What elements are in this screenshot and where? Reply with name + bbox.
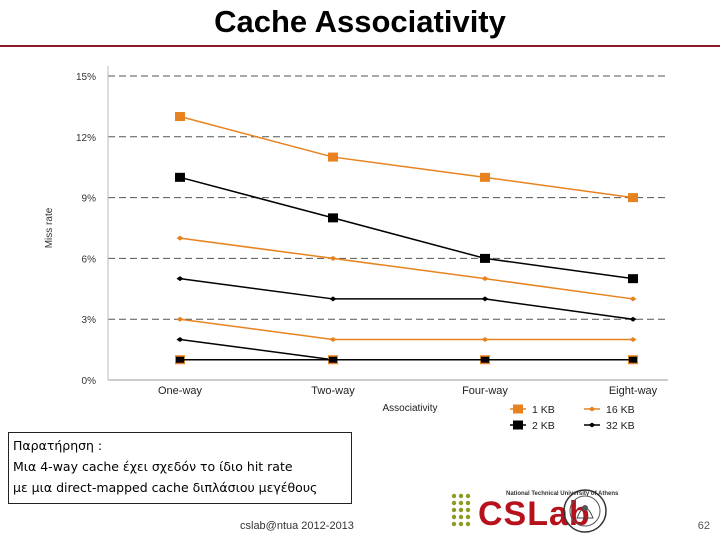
legend-label-16kb: 16 KB	[606, 404, 635, 416]
legend-label-1kb: 1 KB	[532, 404, 555, 416]
y-tick-label: 6%	[82, 254, 97, 265]
point-4kb-two-way	[329, 255, 337, 261]
miss-rate-chart: 0% 3% 6% 9% 12% 15% Miss rate One-way Two-way Fou…	[44, 66, 668, 430]
legend-marker-1kb	[513, 404, 523, 414]
y-tick-label: 0%	[82, 376, 97, 387]
y-tick-label: 15%	[76, 72, 96, 83]
point-16kb-four-way	[481, 336, 489, 342]
observation-note: Παρατήρηση : Μια 4-way cache έχει σχεδόν…	[8, 432, 352, 504]
point-4kb-eight-way	[629, 296, 637, 302]
point-16kb-eight-way	[629, 336, 637, 342]
point-2kb-eight-way	[628, 274, 638, 284]
point-1kb-four-way	[480, 172, 490, 182]
note-line-1: Μια 4-way cache έχει σχεδόν το ίδιο hit …	[13, 459, 293, 474]
point-8kb-eight-way	[629, 316, 637, 322]
point-8kb-four-way	[481, 296, 489, 302]
footer-text: cslab@ntua 2012-2013	[240, 520, 354, 532]
cslab-logo: National Technical University of Athens …	[448, 488, 618, 536]
legend-marker-16kb	[588, 406, 596, 412]
point-2kb-one-way	[175, 172, 185, 182]
x-tick-label: Four-way	[462, 385, 508, 397]
logo-dots-icon	[451, 493, 471, 527]
y-axis-label: Miss rate	[44, 207, 55, 248]
y-tick-label: 3%	[82, 315, 97, 326]
point-2kb-two-way	[328, 213, 338, 223]
point-16kb-two-way	[329, 336, 337, 342]
series-line-4kb	[179, 237, 634, 300]
point-128kb-two-way	[329, 356, 337, 363]
x-axis-label: Associativity	[382, 403, 437, 414]
series-line-32kb	[179, 338, 633, 361]
point-8kb-one-way	[176, 276, 184, 282]
slide-title: Cache Associativity	[214, 4, 506, 39]
page-number: 62	[697, 520, 710, 532]
y-tick-label: 12%	[76, 133, 96, 144]
series-line-2kb	[179, 176, 634, 280]
x-tick-label: Two-way	[311, 385, 355, 397]
point-1kb-eight-way	[628, 193, 638, 203]
point-2kb-four-way	[480, 253, 490, 263]
point-4kb-four-way	[481, 276, 489, 282]
x-tick-label: Eight-way	[609, 385, 658, 397]
logo-caption: National Technical University of Athens	[506, 491, 619, 497]
point-4kb-one-way	[176, 235, 184, 241]
point-128kb-eight-way	[629, 356, 637, 363]
note-line-2: με μια direct-mapped cache διπλάσιου μεγ…	[13, 480, 318, 495]
series-line-1kb	[179, 115, 634, 199]
point-16kb-one-way	[176, 316, 184, 322]
legend-marker-2kb	[513, 420, 523, 430]
point-1kb-two-way	[328, 152, 338, 162]
series-line-8kb	[179, 277, 634, 320]
title-divider	[0, 45, 720, 47]
legend-label-32kb: 32 KB	[606, 420, 635, 430]
university-seal-icon	[563, 489, 607, 533]
series-line-16kb	[179, 318, 633, 341]
y-tick-label: 9%	[82, 194, 97, 205]
point-1kb-one-way	[175, 112, 185, 122]
note-heading: Παρατήρηση :	[13, 438, 103, 453]
point-128kb-one-way	[176, 356, 184, 363]
legend-label-2kb: 2 KB	[532, 420, 555, 430]
point-128kb-four-way	[481, 356, 489, 363]
point-8kb-two-way	[329, 296, 337, 302]
point-32kb-one-way	[176, 336, 184, 342]
legend-marker-32kb	[588, 422, 596, 428]
x-tick-label: One-way	[158, 385, 203, 397]
